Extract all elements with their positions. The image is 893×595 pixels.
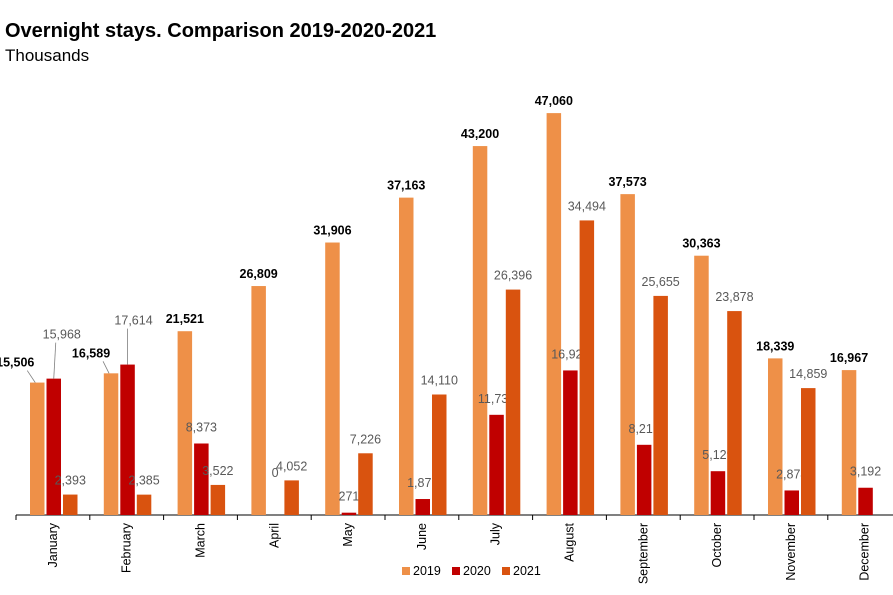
bar-2021-august	[579, 220, 595, 515]
data-label: 37,573	[609, 175, 647, 189]
x-tick-label: November	[784, 523, 798, 581]
x-tick-label: January	[46, 522, 60, 567]
data-label: 26,809	[240, 267, 278, 281]
data-label: 2,385	[128, 474, 159, 488]
legend-swatch-2021	[502, 567, 510, 575]
data-label: 271	[339, 490, 360, 504]
bar-2020-june	[415, 499, 430, 515]
data-label: 3,192	[850, 465, 881, 479]
bar-2019-march	[177, 331, 193, 515]
data-label: 2,393	[55, 474, 86, 488]
x-tick-label: February	[120, 522, 134, 573]
data-label: 34,494	[568, 199, 606, 213]
bar-2021-july	[505, 289, 521, 515]
data-label: 15,968	[43, 328, 81, 342]
data-label: 26,396	[494, 269, 532, 283]
data-label: 1,870	[407, 476, 438, 490]
bar-2021-january	[63, 494, 78, 515]
data-label: 8,373	[186, 420, 217, 434]
bar-2019-november	[768, 358, 783, 515]
data-label: 25,655	[642, 275, 680, 289]
data-label: 3,522	[202, 464, 233, 478]
legend-swatch-2020	[452, 567, 460, 575]
data-label: 47,060	[535, 94, 573, 108]
bar-2020-september	[636, 444, 652, 515]
data-label: 37,163	[387, 179, 425, 193]
data-label: 5,129	[702, 448, 733, 462]
chart-title: Overnight stays. Comparison 2019-2020-20…	[5, 20, 437, 42]
data-label: 15,506	[0, 356, 34, 370]
x-tick-label: September	[636, 523, 650, 584]
data-label: 21,521	[166, 312, 204, 326]
data-label: 31,906	[313, 224, 351, 238]
bar-2019-may	[325, 242, 340, 515]
data-label: 0	[272, 466, 279, 480]
bar-2021-april	[284, 480, 299, 515]
data-label: 23,878	[715, 290, 753, 304]
bar-2021-september	[653, 295, 668, 515]
bar-2020-november	[784, 490, 799, 515]
data-label: 7,226	[350, 432, 381, 446]
bar-2019-december	[841, 370, 857, 515]
x-tick-label: October	[710, 523, 724, 567]
leader-line	[26, 370, 36, 383]
bar-2020-july	[489, 414, 504, 515]
x-tick-label: May	[341, 522, 355, 546]
data-label: 16,589	[72, 346, 110, 360]
legend-swatch-2019	[402, 567, 410, 575]
bar-2019-august	[546, 113, 562, 515]
chart-subtitle: Thousands	[5, 46, 90, 65]
bar-2021-february	[136, 494, 152, 515]
leader-line	[102, 361, 110, 374]
data-label: 14,859	[789, 367, 827, 381]
legend-label: 2019	[413, 564, 441, 578]
x-tick-label: March	[194, 523, 208, 558]
data-label: 4,052	[276, 459, 307, 473]
data-label: 17,614	[114, 314, 152, 328]
data-label: 30,363	[682, 237, 720, 251]
data-label: 14,110	[421, 374, 458, 388]
bar-2019-july	[472, 146, 488, 515]
bar-2020-august	[563, 370, 578, 515]
data-label: 18,339	[756, 339, 794, 353]
bar-2020-march	[194, 443, 209, 515]
legend-label: 2020	[463, 564, 491, 578]
leader-line	[53, 342, 57, 379]
bar-2021-may	[358, 453, 373, 515]
bar-2020-february	[120, 364, 135, 515]
legend-label: 2021	[513, 564, 541, 578]
bar-2019-september	[620, 194, 635, 515]
data-label: 8,219	[629, 422, 660, 436]
bar-2021-october	[727, 311, 742, 515]
bar-2021-november	[801, 388, 816, 515]
data-label: 43,200	[461, 127, 499, 141]
bar-2019-january	[30, 382, 45, 515]
x-tick-label: August	[563, 522, 577, 561]
x-tick-label: December	[858, 523, 872, 581]
x-tick-label: April	[267, 523, 281, 548]
bar-2020-january	[46, 378, 61, 515]
bar-2020-may	[341, 512, 357, 515]
bar-2019-october	[694, 255, 709, 515]
bar-2019-june	[399, 197, 414, 515]
bar-2021-june	[432, 394, 447, 515]
bar-2020-october	[710, 471, 726, 515]
data-label: 16,967	[830, 351, 868, 365]
x-tick-label: July	[489, 522, 503, 545]
bar-2021-march	[210, 484, 226, 515]
bar-2019-february	[103, 373, 119, 515]
bar-2020-december	[858, 487, 873, 515]
x-tick-label: June	[415, 523, 429, 550]
data-label: 2,874	[776, 467, 807, 481]
bar-2019-april	[251, 286, 266, 515]
